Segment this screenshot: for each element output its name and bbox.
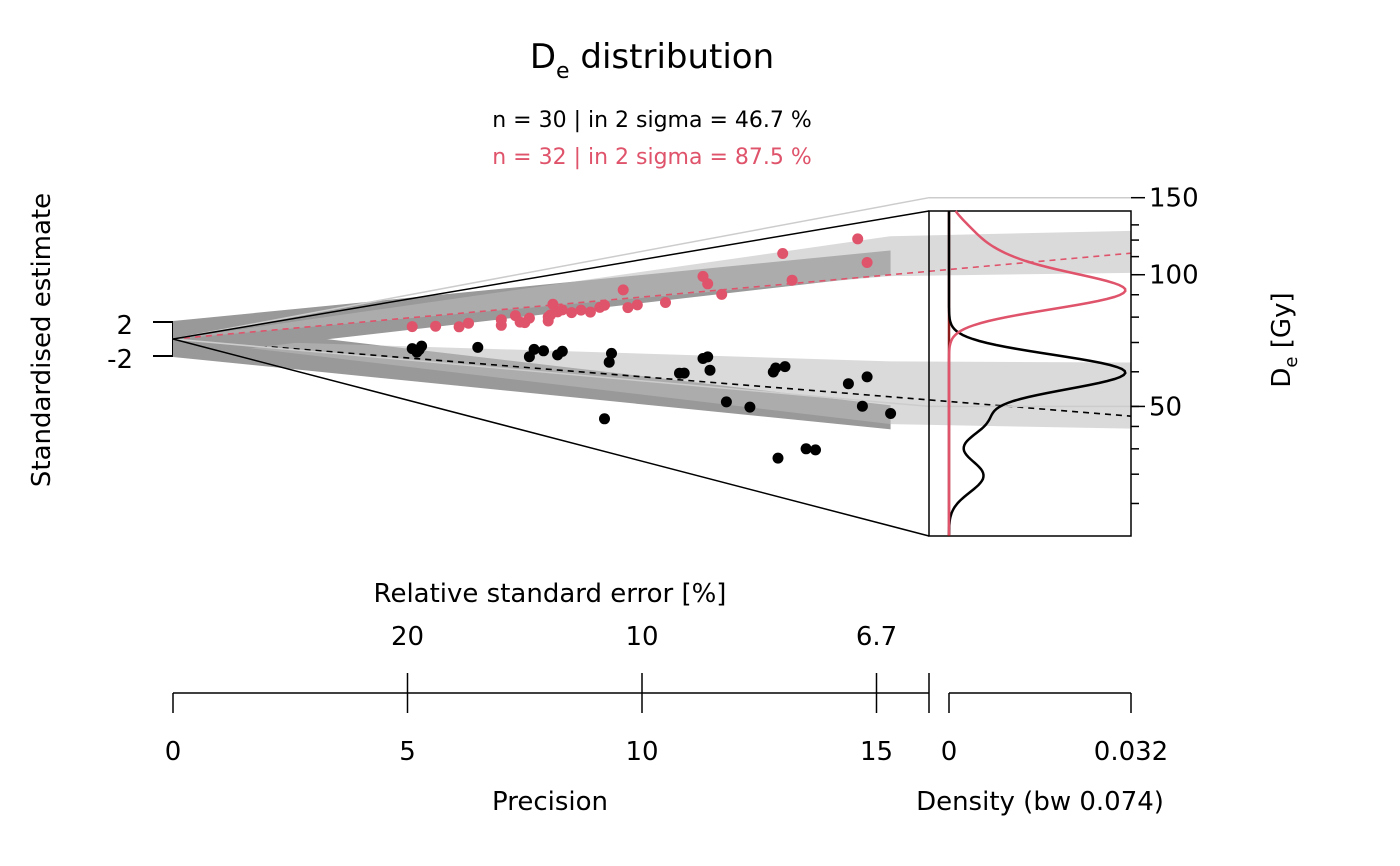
density-tick-label: 0.032 <box>1094 737 1168 767</box>
density-curve <box>947 211 1127 536</box>
data-point <box>556 304 568 316</box>
rse-tick-label: 10 <box>625 622 658 652</box>
rse-axis-label: Relative standard error [%] <box>374 579 727 609</box>
data-point <box>584 306 596 318</box>
data-point <box>856 400 868 412</box>
data-point <box>842 378 854 390</box>
data-point <box>599 299 610 311</box>
data-point <box>463 317 474 329</box>
central-value-band <box>173 230 1131 339</box>
data-point <box>704 364 716 376</box>
data-point <box>603 356 615 368</box>
data-point <box>861 257 873 268</box>
data-point <box>716 288 728 300</box>
stats-line-1: n = 30 | in 2 sigma = 46.7 % <box>492 108 812 133</box>
y-right-tick-label: 150 <box>1149 184 1199 214</box>
density-panel <box>928 210 1132 537</box>
fan-lower-line <box>172 338 930 537</box>
rse-tick-label: 20 <box>391 622 424 652</box>
data-point <box>720 396 732 408</box>
data-point <box>772 452 784 464</box>
stats-line-2: n = 32 | in 2 sigma = 87.5 % <box>492 145 812 170</box>
data-point <box>538 345 549 357</box>
data-point <box>702 278 714 290</box>
data-point <box>606 347 617 359</box>
precision-tick-label: 15 <box>860 737 893 767</box>
data-point <box>406 321 418 333</box>
y-left-axis-label: Standardised estimate <box>27 193 57 487</box>
data-point <box>678 367 690 379</box>
data-point <box>617 284 629 296</box>
precision-tick-label: 5 <box>399 737 416 767</box>
central-value-band <box>173 339 1131 429</box>
data-point <box>852 233 864 245</box>
data-point <box>702 351 714 363</box>
y-left-tick-label: 2 <box>116 311 133 341</box>
data-point <box>495 314 507 326</box>
data-point <box>744 401 756 413</box>
data-point <box>810 444 821 456</box>
data-point <box>566 307 578 319</box>
data-point <box>777 248 789 259</box>
fan-upper-line <box>172 210 930 340</box>
precision-tick-label: 0 <box>165 737 182 767</box>
y-left-tick-label: -2 <box>107 345 133 375</box>
y-right-axis-label: De [Gy] <box>1267 292 1302 387</box>
data-point <box>885 408 897 419</box>
chart-title: De distribution <box>530 37 774 84</box>
data-point <box>631 299 643 311</box>
density-curve <box>947 210 1127 535</box>
plot-layer: 2 -2 150 100 50 0 5 10 15 20 10 6.7 0 0.032 <box>107 184 1199 767</box>
data-point <box>800 443 812 455</box>
data-point <box>575 304 587 316</box>
density-tick-label: 0 <box>941 737 958 767</box>
data-point <box>556 345 568 357</box>
reference-ray <box>172 338 930 408</box>
reference-ray <box>172 196 930 340</box>
data-point <box>416 340 428 352</box>
y-right-tick-label: 50 <box>1149 392 1182 422</box>
precision-tick-label: 10 <box>625 737 658 767</box>
data-point <box>523 312 535 324</box>
data-point <box>453 321 465 333</box>
rse-tick-label: 6.7 <box>856 622 897 652</box>
data-point <box>430 320 442 332</box>
y-right-tick-label: 100 <box>1149 261 1199 291</box>
data-point <box>779 361 791 373</box>
data-point <box>599 413 610 425</box>
precision-axis-label: Precision <box>492 787 608 817</box>
data-point <box>770 362 782 374</box>
data-point <box>861 371 873 383</box>
data-point <box>786 274 798 286</box>
data-point <box>472 341 484 353</box>
data-point <box>622 302 634 314</box>
density-axis-label: Density (bw 0.074) <box>916 787 1164 817</box>
data-point <box>660 297 671 308</box>
data-point <box>528 343 540 355</box>
